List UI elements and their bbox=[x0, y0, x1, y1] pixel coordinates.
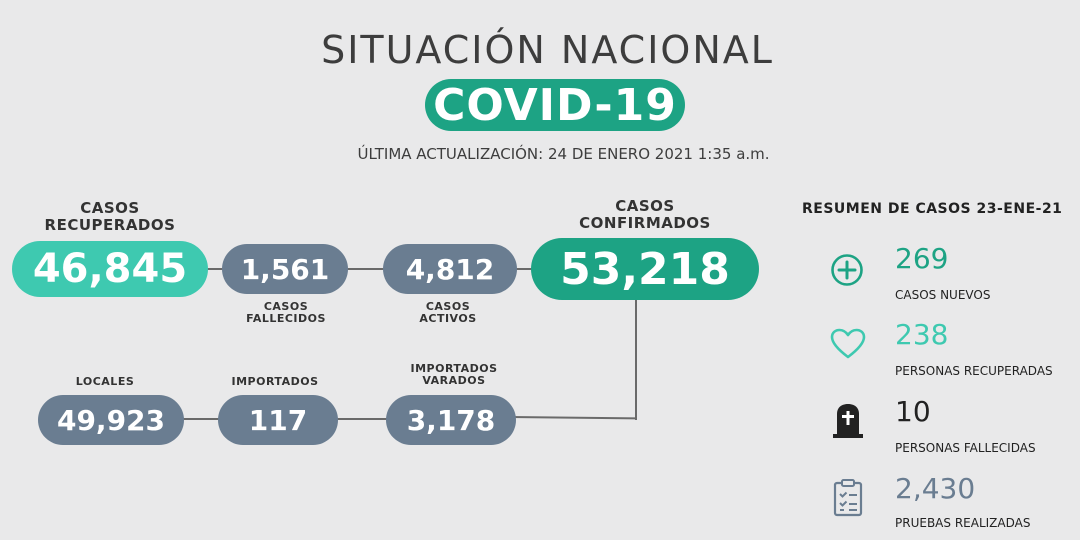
plus-circle-icon bbox=[830, 253, 864, 291]
personas-fallecidas-value: 10 bbox=[895, 395, 931, 428]
tombstone-icon bbox=[831, 402, 865, 444]
locales-pill: 49,923 bbox=[38, 395, 184, 445]
resumen-title: RESUMEN DE CASOS 23-ENE-21 bbox=[802, 201, 1063, 217]
page-title: SITUACIÓN NACIONAL bbox=[321, 28, 774, 72]
personas-fallecidas-label: PERSONAS FALLECIDAS bbox=[895, 441, 1036, 455]
activos-label: CASOS ACTIVOS bbox=[419, 300, 477, 326]
connector-top-row bbox=[200, 268, 540, 270]
confirmados-pill: 53,218 bbox=[531, 238, 759, 300]
confirmados-label: CASOS CONFIRMADOS bbox=[579, 197, 711, 232]
connector-bottom-to-vertical bbox=[509, 416, 638, 420]
connector-vertical bbox=[635, 300, 637, 420]
clipboard-icon bbox=[832, 478, 864, 522]
varados-label: IMPORTADOS VARADOS bbox=[410, 362, 498, 388]
activos-pill: 4,812 bbox=[383, 244, 517, 294]
personas-recuperadas-value: 238 bbox=[895, 318, 949, 351]
varados-pill: 3,178 bbox=[386, 395, 516, 445]
last-updated: ÚLTIMA ACTUALIZACIÓN: 24 DE ENERO 2021 1… bbox=[357, 145, 770, 163]
personas-recuperadas-label: PERSONAS RECUPERADAS bbox=[895, 364, 1053, 378]
covid-badge: COVID-19 bbox=[425, 79, 685, 131]
casos-nuevos-value: 269 bbox=[895, 242, 949, 275]
locales-label: LOCALES bbox=[75, 375, 135, 388]
recuperados-pill: 46,845 bbox=[12, 241, 208, 297]
importados-pill: 117 bbox=[218, 395, 338, 445]
pruebas-realizadas-label: PRUEBAS REALIZADAS bbox=[895, 516, 1031, 530]
recuperados-label: CASOS RECUPERADOS bbox=[44, 199, 176, 234]
pruebas-realizadas-value: 2,430 bbox=[895, 472, 976, 505]
fallecidos-label: CASOS FALLECIDOS bbox=[246, 300, 326, 326]
importados-label: IMPORTADOS bbox=[231, 375, 319, 388]
casos-nuevos-label: CASOS NUEVOS bbox=[895, 288, 991, 302]
heart-icon bbox=[830, 328, 866, 364]
fallecidos-pill: 1,561 bbox=[222, 244, 348, 294]
